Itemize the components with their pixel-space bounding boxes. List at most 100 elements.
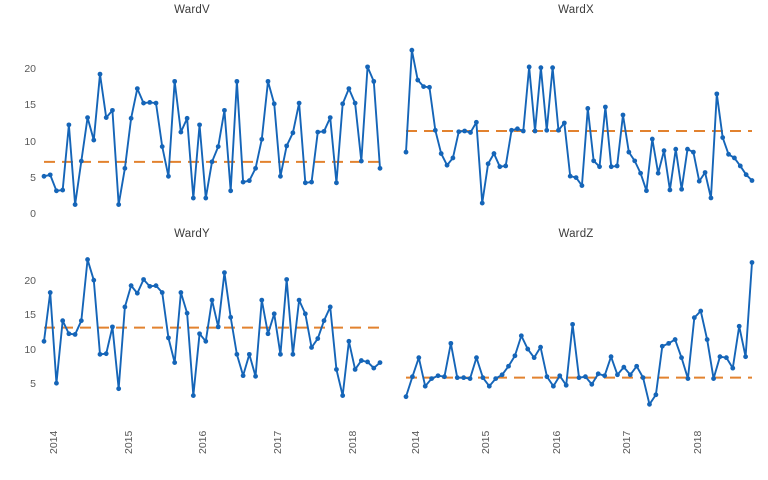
data-point bbox=[66, 122, 72, 128]
data-point bbox=[228, 314, 234, 320]
data-point bbox=[526, 64, 532, 70]
x-axis-tick-label: 2015 bbox=[480, 430, 493, 454]
data-point bbox=[667, 187, 673, 193]
data-point bbox=[595, 371, 601, 377]
data-point bbox=[141, 277, 146, 282]
data-point bbox=[479, 200, 485, 206]
data-point bbox=[531, 355, 537, 361]
data-point bbox=[421, 84, 426, 89]
data-point bbox=[54, 380, 59, 386]
data-point bbox=[334, 367, 339, 372]
data-point bbox=[486, 383, 492, 389]
data-point bbox=[228, 188, 234, 194]
data-point bbox=[749, 178, 755, 183]
data-point bbox=[416, 355, 422, 361]
data-point bbox=[147, 99, 153, 105]
data-point bbox=[518, 333, 524, 339]
data-point bbox=[290, 351, 296, 357]
data-point bbox=[468, 130, 473, 135]
data-point bbox=[550, 383, 556, 389]
series-svg-wardv bbox=[41, 64, 383, 207]
x-axis-tick-label: 2017 bbox=[621, 430, 634, 454]
data-point bbox=[691, 315, 697, 321]
data-point bbox=[726, 151, 731, 157]
data-point bbox=[371, 78, 377, 84]
data-point bbox=[509, 127, 514, 133]
plot-area-wardx bbox=[403, 40, 755, 214]
data-point bbox=[327, 304, 333, 310]
data-point bbox=[116, 202, 122, 207]
data-point bbox=[520, 128, 526, 134]
data-point bbox=[632, 158, 638, 164]
data-point bbox=[190, 393, 196, 398]
panel-wardv: WardV 0 5 10 15 20 bbox=[0, 4, 384, 228]
data-point bbox=[467, 376, 473, 381]
data-point bbox=[134, 86, 140, 92]
data-point bbox=[544, 374, 550, 380]
data-point bbox=[661, 148, 667, 154]
data-point bbox=[290, 130, 296, 136]
data-point bbox=[711, 376, 716, 381]
data-point bbox=[474, 355, 479, 361]
data-point bbox=[321, 128, 327, 134]
data-point bbox=[110, 107, 115, 113]
data-point bbox=[215, 144, 221, 149]
data-point bbox=[685, 376, 691, 381]
data-point bbox=[340, 101, 346, 107]
panel-title-wardx: WardX bbox=[558, 4, 594, 16]
data-point bbox=[432, 127, 438, 133]
panel-title-wardy: WardY bbox=[174, 228, 210, 240]
series-svg-wardz bbox=[403, 260, 755, 407]
data-point bbox=[159, 290, 165, 295]
data-point bbox=[203, 195, 209, 201]
data-point bbox=[166, 335, 171, 341]
data-point bbox=[315, 336, 321, 341]
data-point bbox=[47, 172, 53, 178]
data-point bbox=[563, 382, 569, 388]
data-point bbox=[620, 112, 626, 118]
data-point bbox=[497, 164, 503, 170]
data-point bbox=[702, 170, 708, 175]
y-axis-tick-label: 5 bbox=[30, 171, 36, 184]
data-point bbox=[515, 126, 520, 132]
data-point bbox=[462, 128, 468, 134]
x-axis-tick-label: 2016 bbox=[197, 430, 210, 454]
data-point bbox=[72, 202, 78, 207]
plot-area-wardz bbox=[403, 252, 755, 410]
data-point bbox=[743, 172, 749, 178]
data-point bbox=[525, 346, 531, 352]
data-point bbox=[717, 354, 723, 360]
data-point bbox=[327, 115, 333, 121]
data-point bbox=[302, 180, 308, 186]
data-point bbox=[403, 394, 409, 400]
data-point bbox=[685, 146, 690, 152]
data-point bbox=[749, 260, 755, 265]
data-point bbox=[271, 101, 277, 107]
data-point bbox=[427, 84, 432, 90]
x-axis-tick-label: 2018 bbox=[346, 430, 359, 454]
data-point bbox=[377, 360, 383, 365]
data-point bbox=[550, 65, 556, 71]
data-point bbox=[679, 355, 684, 361]
data-point bbox=[365, 64, 370, 70]
data-point bbox=[352, 367, 358, 372]
data-point bbox=[644, 188, 649, 194]
data-point bbox=[41, 338, 47, 344]
data-point bbox=[647, 401, 652, 407]
data-point bbox=[172, 78, 178, 84]
data-point bbox=[708, 195, 714, 201]
data-point bbox=[340, 393, 346, 398]
data-point bbox=[743, 354, 748, 360]
data-point bbox=[576, 375, 582, 381]
data-point bbox=[615, 372, 620, 378]
y-axis-tick-label: 15 bbox=[24, 99, 36, 112]
data-point bbox=[570, 321, 575, 327]
data-point bbox=[222, 107, 227, 113]
data-point bbox=[197, 331, 202, 337]
data-point bbox=[85, 257, 90, 262]
data-point bbox=[653, 392, 659, 398]
data-point bbox=[215, 324, 221, 330]
data-point bbox=[583, 374, 588, 380]
data-point bbox=[403, 149, 409, 155]
data-point bbox=[659, 343, 665, 349]
